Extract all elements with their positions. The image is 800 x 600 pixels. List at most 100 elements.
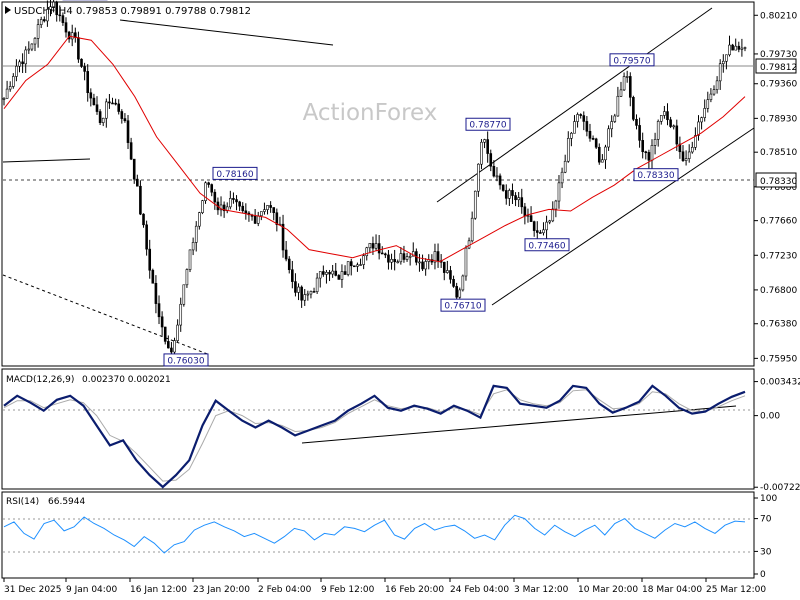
annotation-label: 0.76710 (444, 302, 481, 312)
candle (253, 209, 257, 225)
candle (201, 199, 204, 215)
candle (480, 139, 483, 170)
candle (263, 202, 266, 215)
candle (384, 252, 387, 259)
rsi-axis: 100 70 30 0 (754, 494, 777, 580)
candle (70, 24, 74, 47)
time-tick-label: 9 Jan 04:00 (66, 585, 118, 595)
candle (517, 192, 520, 208)
resistance-trendline[interactable] (119, 19, 334, 46)
candle (514, 192, 517, 207)
macd-trendline[interactable] (301, 405, 737, 444)
candle (157, 295, 161, 325)
price-tick-label: 0.77230 (760, 251, 797, 261)
candle (374, 234, 378, 252)
candle (362, 253, 365, 270)
candle (635, 114, 638, 130)
price-tick: 0.80210 (754, 11, 797, 21)
candle (244, 203, 248, 220)
collapse-arrow-icon[interactable] (5, 6, 11, 14)
macd-tick: -0.007223 (754, 483, 800, 493)
candle (207, 181, 210, 188)
macd-values: 0.002370 0.002021 (82, 375, 171, 385)
price-annotation: 0.76710 (440, 298, 486, 312)
candle (92, 93, 96, 106)
candle (551, 201, 555, 223)
candle (718, 59, 722, 90)
time-tick-label: 10 Mar 20:00 (578, 585, 638, 595)
candle (672, 124, 675, 130)
time-axis: 31 Dec 2025 9 Jan 04:00 16 Jan 12:00 23 Jan… (3, 578, 766, 595)
candle (120, 109, 124, 124)
candle (452, 275, 455, 288)
candle (613, 113, 617, 123)
price-tick: 0.75950 (754, 354, 797, 364)
rsi-tick: 30 (754, 547, 772, 557)
time-tick: 9 Feb 12:00 (320, 578, 375, 595)
time-tick-label: 16 Jan 12:00 (130, 585, 187, 595)
price-annotation: 0.76030 (163, 353, 209, 367)
candle (542, 222, 545, 236)
candle (213, 189, 217, 210)
candle (408, 253, 412, 266)
candle (473, 190, 477, 220)
candle (681, 145, 685, 162)
candle (377, 235, 381, 260)
candle (167, 335, 170, 349)
candle (489, 149, 493, 172)
marked-level-label: 0.78330 (760, 177, 797, 187)
candle (132, 158, 136, 184)
time-tick: 25 Mar 12:00 (705, 578, 766, 595)
candle (235, 195, 238, 211)
rsi-tick-label: 0 (760, 570, 766, 580)
rsi-tick: 100 (754, 494, 777, 504)
candle (266, 205, 269, 215)
candle (64, 17, 68, 38)
candle (204, 181, 207, 204)
rsi-tick: 0 (754, 570, 766, 580)
candle (136, 174, 139, 187)
candle (126, 115, 130, 150)
candle (8, 81, 12, 92)
price-tick-label: 0.78510 (760, 148, 797, 158)
annotation-label: 0.79570 (613, 56, 650, 66)
candle (464, 245, 468, 281)
candle (58, 5, 62, 22)
candle (52, 0, 55, 13)
candle (179, 297, 183, 332)
macd-name: MACD(12,26,9) (6, 375, 74, 385)
candle (210, 183, 214, 197)
candle (694, 127, 697, 151)
time-tick: 23 Jan 20:00 (192, 578, 250, 595)
candle (315, 273, 319, 294)
candle (229, 190, 232, 210)
time-tick: 31 Dec 2025 (3, 578, 62, 595)
price-tick-label: 0.79730 (760, 50, 797, 60)
price-tick-label: 0.75950 (760, 354, 797, 364)
candle (458, 287, 462, 299)
time-tick-label: 31 Dec 2025 (4, 585, 62, 595)
candle (675, 119, 679, 151)
candle (142, 213, 145, 228)
candle (712, 85, 716, 96)
candle (198, 211, 201, 230)
candle (18, 59, 21, 73)
price-tick: 0.76380 (754, 320, 797, 330)
candle (83, 62, 86, 81)
channel-lower-line[interactable] (491, 127, 755, 306)
horizontal-line[interactable] (2, 158, 91, 163)
candle (470, 211, 474, 243)
current-price-label: 0.79812 (760, 63, 797, 73)
macd-panel (1, 368, 755, 490)
support-trendline-dashed[interactable] (2, 274, 211, 356)
candle (455, 282, 458, 300)
candle (666, 103, 669, 126)
channel-upper-line[interactable] (436, 7, 713, 203)
candle (322, 265, 325, 277)
candle (616, 86, 620, 117)
time-tick: 16 Jan 12:00 (129, 578, 187, 595)
candle (663, 105, 666, 119)
time-tick: 18 Mar 04:00 (641, 578, 702, 595)
chart-header: USDCHF,H4 0.79853 0.79891 0.79788 0.7981… (5, 6, 251, 17)
